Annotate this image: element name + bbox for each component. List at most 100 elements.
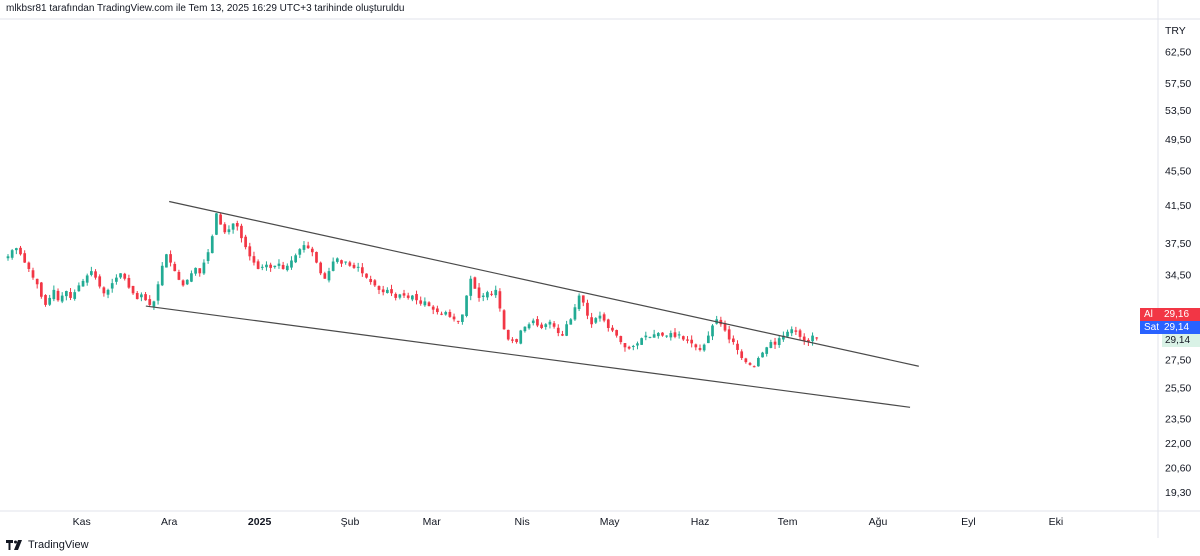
candle <box>394 292 398 301</box>
candle <box>477 283 481 302</box>
candle <box>290 256 293 270</box>
candle <box>673 328 677 339</box>
candle <box>419 296 423 306</box>
candle <box>815 337 819 341</box>
candle <box>523 326 527 333</box>
candle <box>565 320 568 337</box>
candle <box>302 241 306 253</box>
candle <box>690 335 694 348</box>
candle <box>469 275 473 301</box>
trendline-lower[interactable] <box>145 305 911 408</box>
candle <box>14 247 18 255</box>
candle <box>398 293 402 300</box>
candle <box>656 332 660 339</box>
candle <box>765 346 769 357</box>
candle <box>319 261 323 276</box>
candle <box>677 331 681 339</box>
candle <box>786 329 789 337</box>
last-value: 29,14 <box>1165 335 1191 346</box>
candle <box>98 274 102 289</box>
y-tick-label: 34,50 <box>1165 269 1191 281</box>
candle <box>269 262 272 272</box>
candle <box>198 268 202 277</box>
candle <box>640 337 643 345</box>
candle <box>481 293 485 302</box>
candle <box>406 292 410 300</box>
candle <box>506 329 510 341</box>
candle <box>94 269 97 280</box>
ask-value: 29,16 <box>1164 309 1190 320</box>
x-tick-label: Eyl <box>961 516 976 528</box>
candle <box>123 272 127 281</box>
candle <box>511 337 514 344</box>
candle <box>119 273 122 279</box>
candle <box>769 339 773 349</box>
x-tick-label: Ağu <box>869 516 888 528</box>
candle <box>273 265 277 269</box>
candle <box>206 248 210 264</box>
tradingview-logo[interactable]: TradingView <box>6 539 89 551</box>
candle <box>39 281 43 299</box>
candle <box>590 312 593 328</box>
candle <box>436 305 439 315</box>
candle <box>473 276 477 289</box>
x-tick-label: May <box>600 516 621 528</box>
candle <box>85 273 89 286</box>
candle <box>777 335 781 348</box>
candle <box>498 288 502 312</box>
candle <box>348 260 352 267</box>
candle <box>431 305 435 315</box>
candle <box>694 343 698 351</box>
candle <box>744 357 748 364</box>
y-tick-label: 23,50 <box>1165 413 1191 425</box>
candle <box>181 279 185 287</box>
trendline-upper[interactable] <box>169 200 919 367</box>
candle <box>686 336 689 344</box>
candle <box>48 294 52 306</box>
candle <box>802 333 806 345</box>
candle <box>636 341 639 350</box>
candle <box>427 301 431 307</box>
candle <box>648 336 652 339</box>
candle <box>556 324 560 337</box>
candle <box>52 285 56 302</box>
tradingview-logo-icon <box>6 540 22 550</box>
y-tick-label: 41,50 <box>1165 200 1191 212</box>
candle <box>452 313 456 322</box>
candle <box>531 318 535 326</box>
candle <box>56 288 60 302</box>
candle <box>202 259 206 275</box>
candle <box>27 261 31 273</box>
candle <box>748 361 752 366</box>
candle <box>340 259 343 267</box>
candle <box>652 329 656 338</box>
candle <box>102 286 106 297</box>
candle <box>669 330 673 341</box>
candles <box>6 212 819 368</box>
candle <box>10 249 14 260</box>
candle <box>740 349 744 360</box>
candle <box>715 315 719 325</box>
candle <box>377 285 381 295</box>
candle <box>23 250 27 263</box>
candle <box>552 321 556 329</box>
candle <box>44 294 47 307</box>
candle <box>581 295 585 307</box>
candle <box>285 263 289 272</box>
candle <box>281 261 285 270</box>
last-price-tag: 29,14 <box>1162 334 1200 347</box>
candle <box>277 259 281 269</box>
candle <box>140 292 143 302</box>
candle <box>60 292 64 304</box>
candle <box>661 332 664 337</box>
candle <box>127 274 131 289</box>
candle <box>486 290 489 301</box>
y-tick-label: 49,50 <box>1165 134 1191 146</box>
candle <box>577 293 581 312</box>
candle <box>544 323 548 330</box>
candle <box>156 281 160 305</box>
x-tick-label: Eki <box>1049 516 1064 528</box>
candle <box>794 326 798 336</box>
candle <box>711 324 714 341</box>
